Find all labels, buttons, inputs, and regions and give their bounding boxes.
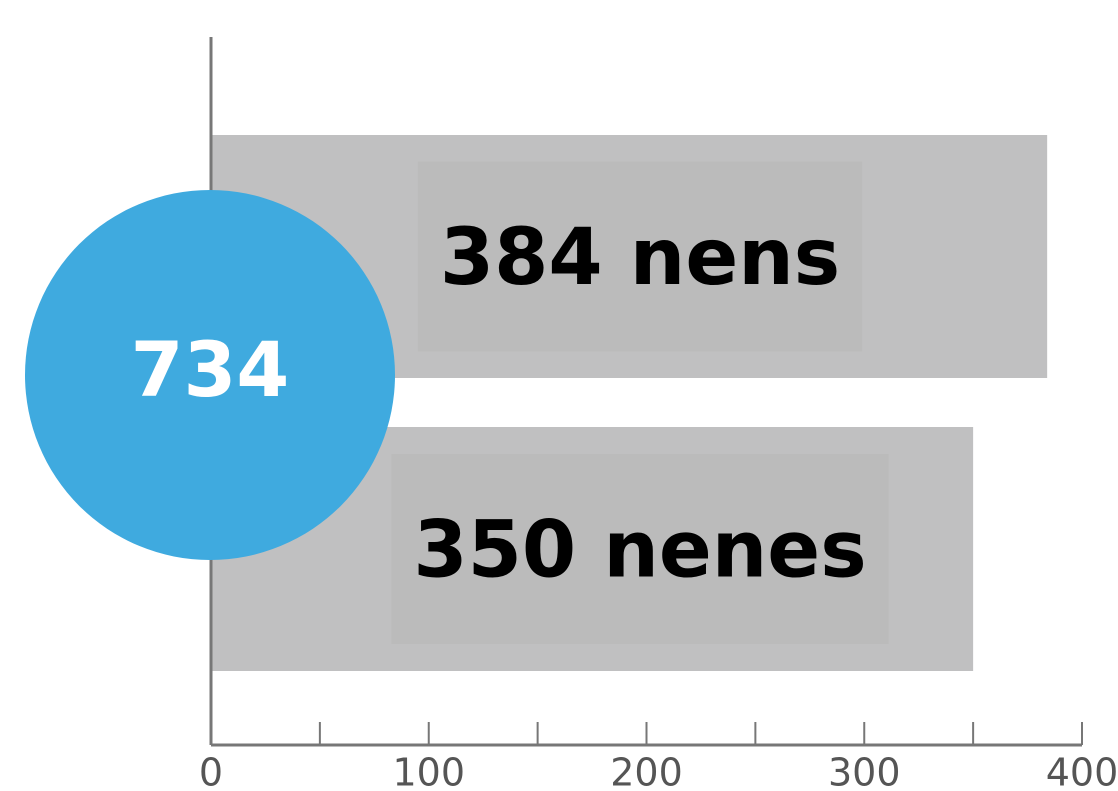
value-label-box — [417, 161, 863, 352]
chart-title: el 2022 — [468, 0, 716, 8]
x-tick-label: 0 — [199, 751, 223, 791]
value-label: 384 nens — [440, 213, 840, 303]
value-label: 350 nenes — [413, 505, 866, 595]
x-tick-label: 100 — [392, 751, 465, 791]
x-tick-label: 200 — [610, 751, 683, 791]
total-circle — [25, 190, 395, 560]
value-label-box — [391, 454, 889, 644]
total-label: 734 — [131, 325, 290, 414]
x-tick-label: 400 — [1046, 751, 1118, 791]
x-tick-label: 300 — [828, 751, 901, 791]
